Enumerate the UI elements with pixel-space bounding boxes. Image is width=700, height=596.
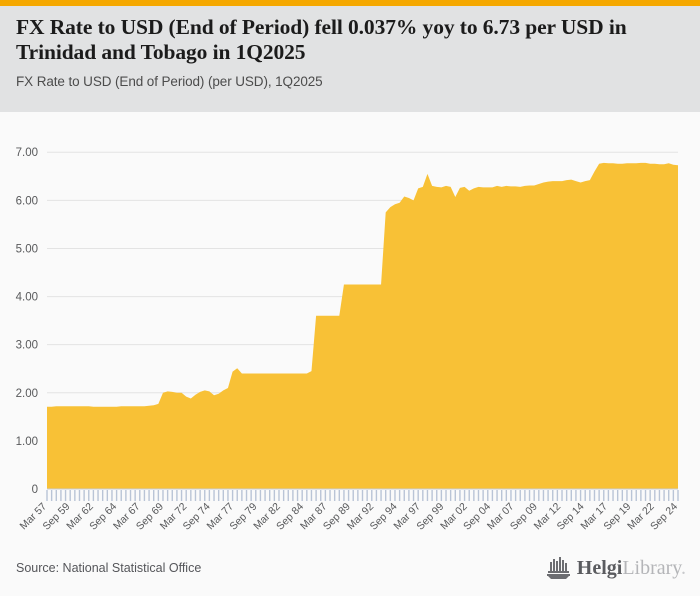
y-axis-tick-label: 7.00 [16, 147, 38, 159]
y-axis-tick-label: 5.00 [16, 243, 38, 255]
y-axis-tick-label: 3.00 [16, 340, 38, 352]
y-axis-tick-label: 2.00 [16, 388, 38, 400]
logo-suffix: . [681, 557, 686, 579]
source-note: Source: National Statistical Office [16, 561, 202, 575]
area-chart-svg: 0 1.00 2.00 3.00 4.00 5.00 6.00 7.00 Mar 57Sep … [16, 147, 681, 533]
y-axis: 0 1.00 2.00 3.00 4.00 5.00 6.00 7.00 [16, 147, 38, 496]
chart-subtitle: FX Rate to USD (End of Period) (per USD)… [16, 74, 323, 89]
chart-plot-area: 0 1.00 2.00 3.00 4.00 5.00 6.00 7.00 Mar 57 Sep … [0, 112, 700, 545]
y-axis-tick-label: 6.00 [16, 195, 38, 207]
page-title: FX Rate to USD (End of Period) fell 0.03… [16, 15, 627, 64]
logo-secondary-text: Library [622, 557, 681, 579]
library-building-icon [546, 557, 570, 579]
y-axis-tick-label: 4.00 [16, 292, 38, 304]
top-accent-bar [0, 0, 700, 6]
x-axis-ticks [46, 490, 679, 501]
series-area-fx-rate [47, 162, 678, 489]
logo-wordmark: HelgiLibrary. [577, 558, 686, 578]
helgi-library-logo[interactable]: HelgiLibrary. [545, 556, 686, 580]
y-axis-tick-label: 0 [32, 484, 38, 496]
y-axis-tick-label: 1.00 [16, 436, 38, 448]
chart-footer: Source: National Statistical Office Helg… [0, 545, 700, 596]
chart-header: FX Rate to USD (End of Period) fell 0.03… [0, 6, 700, 112]
logo-primary-text: Helgi [576, 557, 623, 579]
